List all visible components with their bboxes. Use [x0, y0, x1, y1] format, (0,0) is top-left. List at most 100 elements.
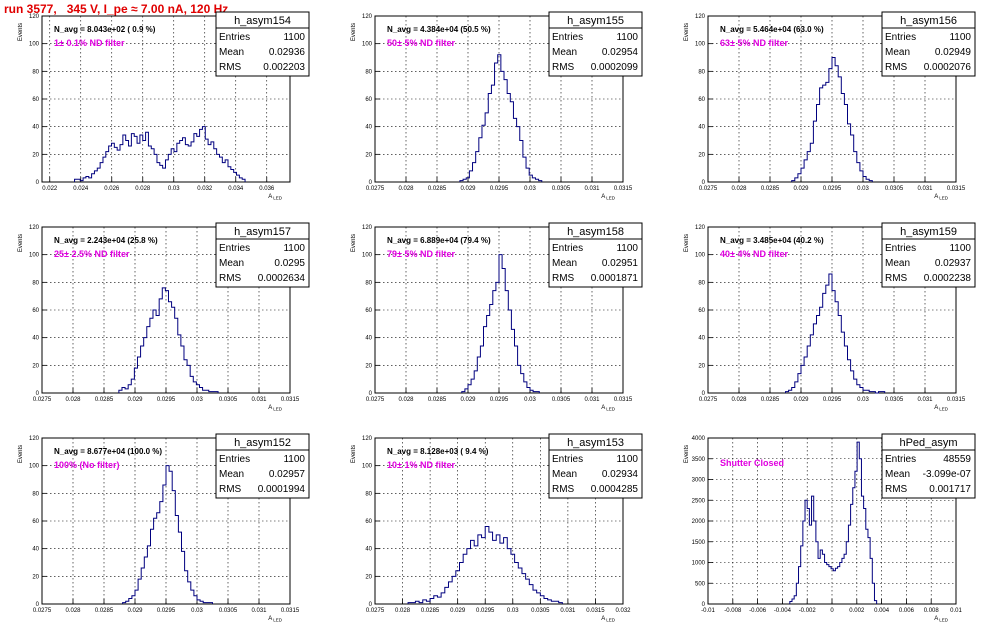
y-tick-label: 0 [702, 602, 706, 608]
x-tick-label: 0 [830, 608, 834, 614]
stats-label-mean: Mean [219, 469, 244, 480]
x-tick-label: 0.0305 [885, 397, 904, 403]
y-axis-label: Events [18, 234, 24, 252]
y-tick-label: 100 [362, 464, 373, 470]
filter-label: Shutter Closed [720, 458, 784, 468]
navg-label: N_avg = 8.677e+04 (100.0 %) [54, 447, 162, 456]
x-tick-label: 0.024 [73, 186, 89, 192]
stats-hist-name: h_asym158 [567, 226, 624, 238]
y-tick-label: 60 [365, 308, 372, 314]
x-tick-label: 0.026 [104, 186, 120, 192]
y-tick-label: 60 [365, 519, 372, 525]
stats-value-rms: 0.0002238 [924, 273, 972, 284]
x-tick-label: -0.006 [749, 608, 767, 614]
y-tick-label: 20 [698, 152, 705, 158]
y-tick-label: 0 [36, 602, 40, 608]
x-tick-label: 0.0275 [366, 397, 385, 403]
x-axis-label: ALED [268, 616, 283, 622]
histogram-panel-h_asym153: 0 20 40 60 80 100 120 0.0275 0.028 0.0285 0.029 0.0… [351, 433, 643, 622]
x-tick-label: 0.0295 [490, 186, 509, 192]
stats-value-entries: 48559 [943, 454, 971, 465]
x-tick-label: 0.0275 [33, 608, 52, 614]
x-tick-label: 0.03 [507, 608, 519, 614]
x-tick-label: 0.006 [899, 608, 915, 614]
stats-box [548, 222, 643, 288]
stats-hist-name: h_asym154 [234, 15, 291, 27]
y-tick-label: 80 [365, 491, 372, 497]
y-tick-label: 40 [365, 547, 372, 553]
filter-label: 25± 2.5% ND filter [54, 249, 130, 259]
y-tick-label: 20 [32, 363, 39, 369]
stats-value-mean: 0.0295 [274, 258, 305, 269]
stats-value-mean: 0.02936 [269, 47, 306, 58]
histogram-panel-h_asym157: 0 20 40 60 80 100 120 0.0275 0.028 0.0285 0.029 0.0… [18, 222, 310, 412]
navg-label: N_avg = 2.243e+04 (25.8 %) [54, 236, 158, 245]
y-tick-label: 0 [369, 602, 373, 608]
stats-box [548, 11, 643, 77]
histogram-line [791, 57, 873, 182]
x-axis-label: ALED [601, 194, 616, 201]
x-tick-label: 0.028 [135, 186, 151, 192]
x-tick-label: 0.0305 [219, 397, 238, 403]
x-tick-label: 0.03 [857, 397, 869, 403]
x-tick-label: 0.028 [398, 397, 414, 403]
stats-label-rms: RMS [885, 62, 908, 73]
x-tick-label: 0.0315 [586, 608, 605, 614]
y-tick-label: 80 [698, 280, 705, 286]
stats-label-entries: Entries [219, 32, 250, 43]
x-tick-label: 0.0275 [33, 397, 52, 403]
x-tick-label: 0.0315 [614, 397, 633, 403]
y-tick-label: 80 [32, 491, 39, 497]
stats-label-entries: Entries [552, 454, 583, 465]
stats-value-rms: 0.002203 [263, 62, 305, 73]
stats-label-rms: RMS [885, 484, 908, 495]
x-tick-label: 0.022 [42, 186, 58, 192]
x-tick-label: 0.032 [615, 608, 631, 614]
y-tick-label: 20 [32, 152, 39, 158]
x-tick-label: 0.028 [731, 186, 747, 192]
y-tick-label: 80 [365, 280, 372, 286]
stats-label-mean: Mean [885, 469, 910, 480]
histogram-panel-hPed_asym: 0 500 1000 1500 2000 2500 3000 3500 4000 -0.01 -0.… [684, 433, 976, 622]
stats-label-mean: Mean [552, 47, 577, 58]
histogram-line [785, 273, 886, 394]
y-tick-label: 120 [29, 14, 40, 20]
navg-label: N_avg = 3.485e+04 (40.2 %) [720, 236, 824, 245]
x-tick-label: 0.0305 [552, 397, 571, 403]
stats-label-mean: Mean [552, 258, 577, 269]
x-tick-label: 0.0295 [823, 397, 842, 403]
stats-label-entries: Entries [219, 243, 250, 254]
stats-hist-name: h_asym155 [567, 15, 624, 27]
stats-label-mean: Mean [885, 47, 910, 58]
y-tick-label: 0 [36, 391, 40, 397]
stats-value-mean: 0.02957 [269, 469, 306, 480]
x-tick-label: 0.0315 [947, 186, 966, 192]
x-tick-label: 0.03 [191, 608, 203, 614]
y-tick-label: 80 [32, 69, 39, 75]
x-tick-label: 0.029 [460, 397, 476, 403]
stats-box [881, 222, 976, 288]
x-tick-label: 0.031 [251, 397, 267, 403]
y-tick-label: 500 [695, 581, 706, 587]
y-tick-label: 120 [362, 14, 373, 20]
x-tick-label: 0.0295 [157, 397, 176, 403]
stats-box [215, 433, 310, 499]
y-tick-label: 80 [365, 69, 372, 75]
x-tick-label: 0.0285 [761, 397, 780, 403]
y-tick-label: 80 [698, 69, 705, 75]
stats-value-entries: 1100 [283, 454, 305, 465]
stats-box [881, 11, 976, 77]
y-tick-label: 40 [698, 336, 705, 342]
y-tick-label: 0 [369, 391, 373, 397]
stats-value-entries: 1100 [616, 454, 638, 465]
x-tick-label: 0.028 [395, 608, 411, 614]
stats-label-rms: RMS [552, 62, 575, 73]
stats-label-mean: Mean [552, 469, 577, 480]
stats-label-rms: RMS [219, 62, 242, 73]
stats-box [881, 433, 976, 499]
y-tick-label: 20 [698, 363, 705, 369]
y-tick-label: 120 [29, 436, 40, 442]
y-tick-label: 20 [365, 363, 372, 369]
stats-value-rms: 0.0004285 [591, 484, 639, 495]
x-tick-label: -0.002 [799, 608, 817, 614]
